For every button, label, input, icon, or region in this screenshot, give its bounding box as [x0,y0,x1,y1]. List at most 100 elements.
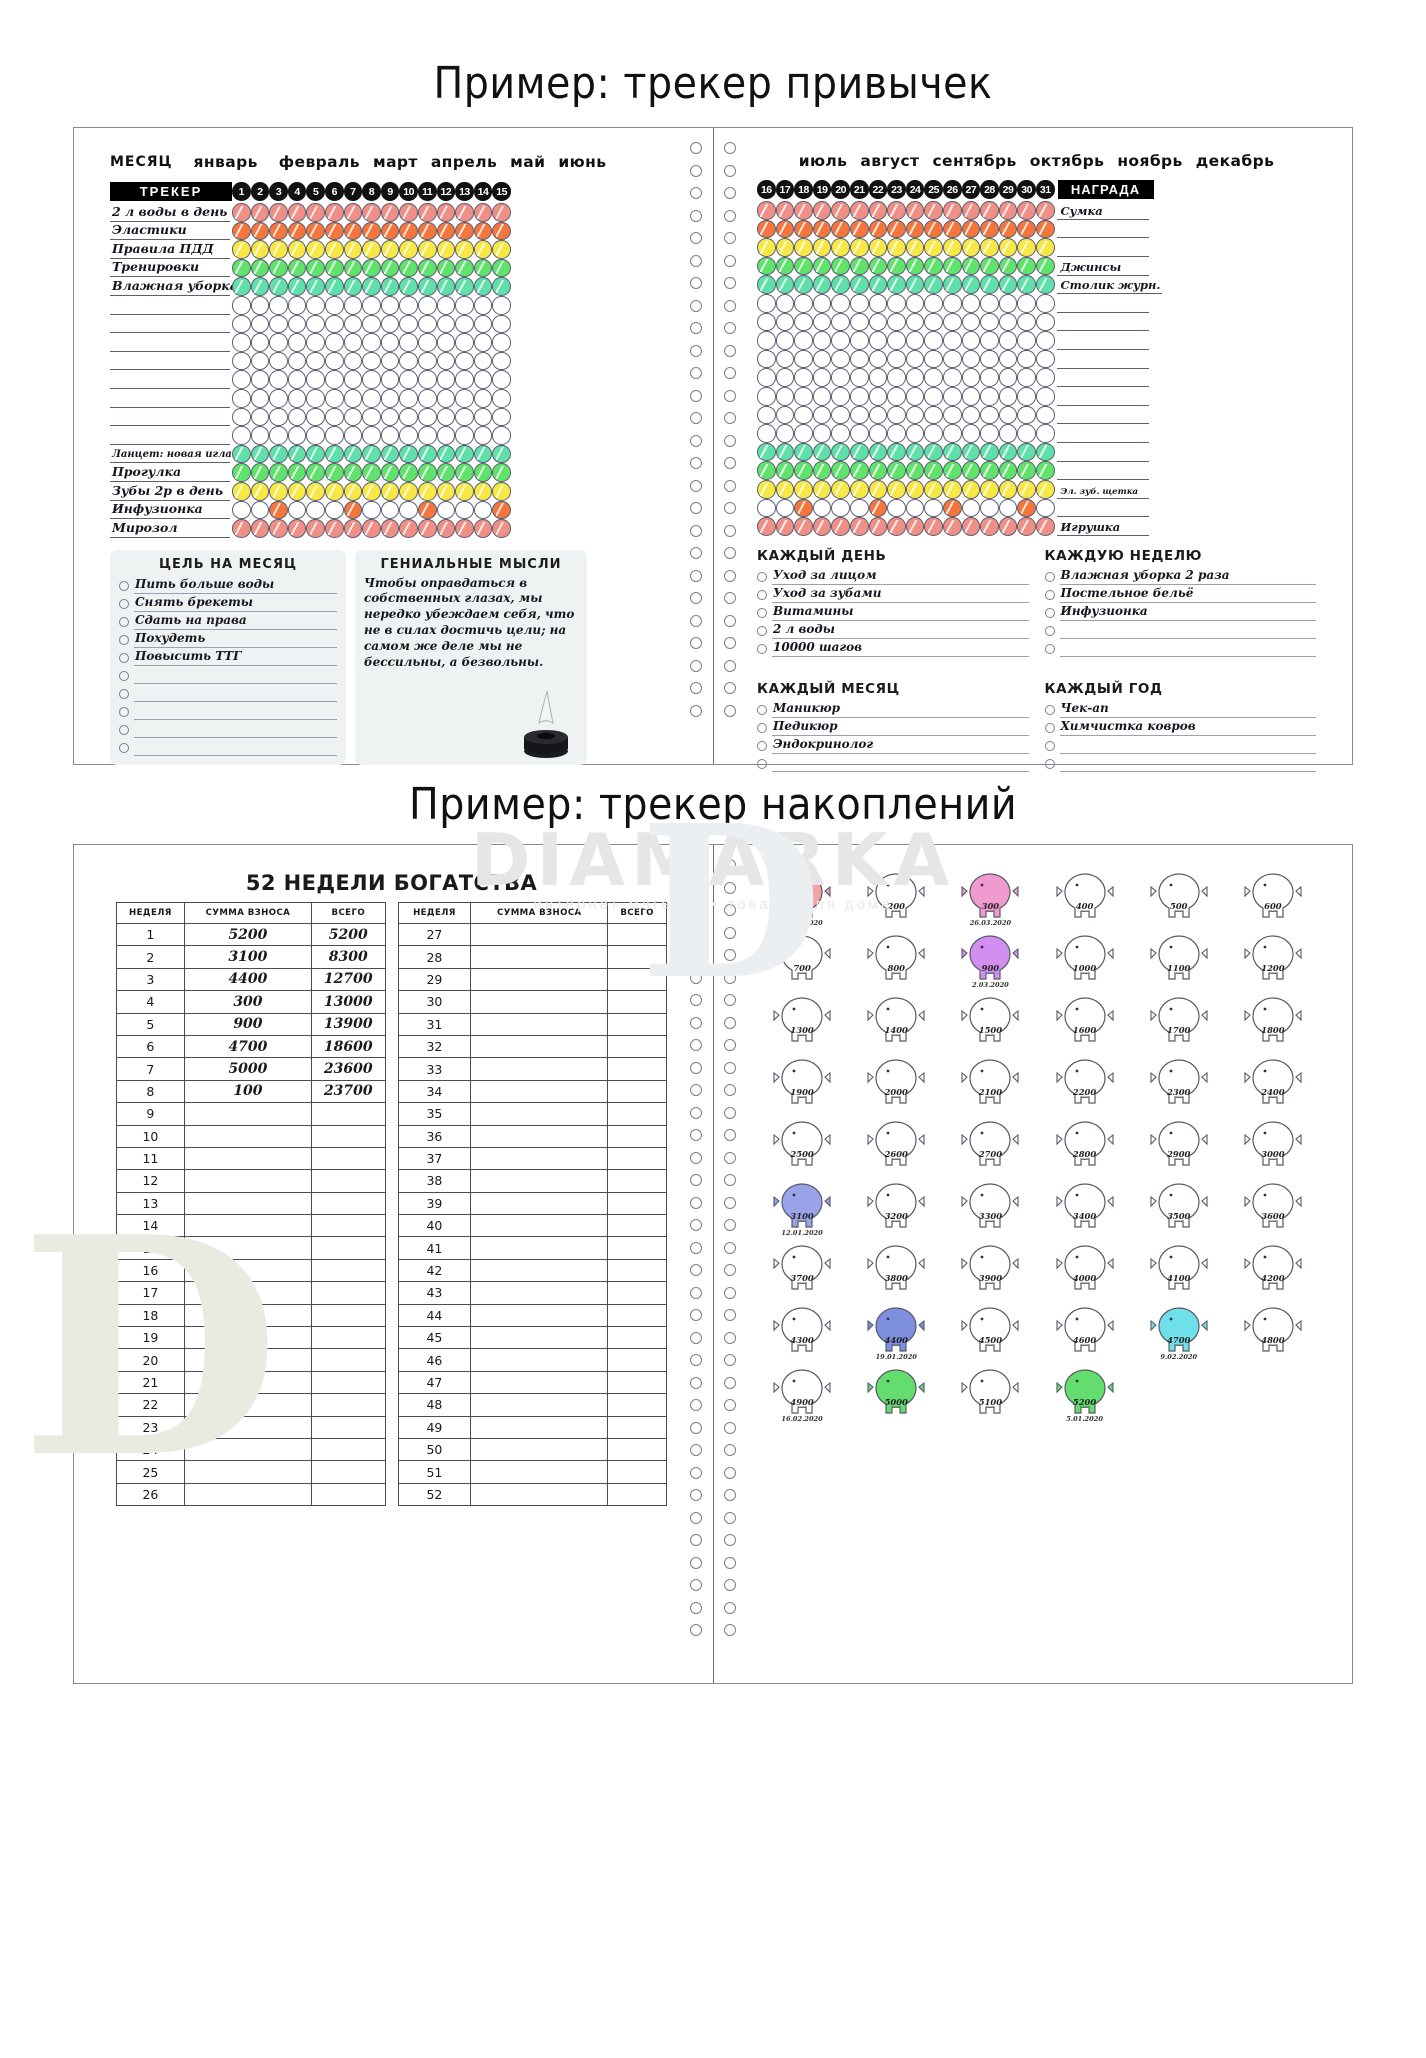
tracker-cell[interactable] [849,201,869,220]
tracker-cell[interactable] [1035,442,1055,462]
tracker-cell[interactable] [492,333,511,352]
week-total[interactable] [607,1012,667,1036]
month-октябрь[interactable]: октябрь [1029,152,1105,170]
tracker-cell[interactable] [399,519,418,538]
piggy-bank-cell[interactable]: 4600 [1039,1305,1129,1366]
tracker-cell[interactable] [942,461,962,480]
month-июнь[interactable]: июнь [558,153,607,171]
week-amount[interactable]: 900 [183,1012,313,1036]
routine-item[interactable]: Педикюр [757,718,1029,736]
tracker-cell[interactable] [961,312,981,332]
tracker-cell[interactable] [324,240,344,259]
routine-item[interactable] [1044,754,1316,772]
week-total[interactable]: 13000 [311,990,386,1014]
tracker-cell[interactable] [887,275,906,294]
monthly-goal-item[interactable]: Пить больше воды [119,576,337,594]
week-amount[interactable] [183,1460,313,1484]
tracker-cell[interactable] [757,331,776,350]
tracker-cell[interactable] [306,258,325,278]
tracker-cell[interactable] [812,349,832,369]
month-апрель[interactable]: апрель [430,153,498,171]
routine-item[interactable]: Инфузионка [1044,603,1316,621]
tracker-cell[interactable] [961,498,981,518]
tracker-cell[interactable] [492,370,511,389]
tracker-cell[interactable] [417,426,437,445]
tracker-cell[interactable] [232,295,251,315]
piggy-bank-cell[interactable]: 4700 9.02.2020 [1134,1305,1224,1366]
tracker-cell[interactable] [775,275,795,294]
piggy-bank-cell[interactable]: 200 [851,871,941,932]
tracker-cell[interactable] [961,461,981,480]
month-январь[interactable]: январь [182,150,270,174]
tracker-cell[interactable] [1035,349,1055,369]
tracker-row-label[interactable]: Мирозол [110,519,232,538]
tracker-cell[interactable] [980,312,999,332]
week-amount[interactable] [183,1214,313,1238]
week-amount[interactable] [183,1258,313,1283]
reward-field[interactable]: Сумка [1056,201,1149,220]
tracker-cell[interactable] [812,517,832,536]
tracker-cell[interactable] [849,386,869,406]
tracker-cell[interactable] [250,426,270,445]
tracker-cell[interactable] [961,405,981,425]
tracker-cell[interactable] [343,277,363,296]
tracker-cell[interactable] [250,444,270,464]
week-amount[interactable] [183,1169,313,1193]
tracker-cell[interactable] [849,238,869,257]
tracker-cell[interactable] [998,293,1018,313]
tracker-cell[interactable] [417,407,437,427]
tracker-cell[interactable] [887,201,906,220]
tracker-cell[interactable] [831,256,850,276]
tracker-cell[interactable] [380,388,400,408]
tracker-cell[interactable] [380,463,400,482]
tracker-row-label[interactable]: Эластики [110,222,232,241]
tracker-cell[interactable] [362,500,381,520]
tracker-cell[interactable] [980,461,999,480]
month-март[interactable]: март [373,153,418,171]
tracker-cell[interactable] [812,424,832,443]
tracker-cell[interactable] [232,221,251,241]
tracker-cell[interactable] [250,240,270,259]
tracker-cell[interactable] [232,370,251,389]
tracker-cell[interactable] [417,370,437,389]
tracker-cell[interactable] [269,240,288,259]
tracker-cell[interactable] [905,498,925,518]
tracker-cell[interactable] [942,312,962,332]
tracker-cell[interactable] [998,349,1018,369]
tracker-cell[interactable] [362,295,381,315]
week-total[interactable] [607,1326,667,1350]
tracker-cell[interactable] [1017,275,1036,294]
routine-item[interactable]: Уход за лицом [757,567,1029,585]
tracker-cell[interactable] [362,221,381,241]
tracker-cell[interactable] [250,481,270,501]
tracker-cell[interactable] [343,481,363,501]
checkbox-circle-icon[interactable] [119,634,129,645]
tracker-cell[interactable] [324,481,344,501]
tracker-cell[interactable] [868,256,888,276]
piggy-bank-cell[interactable]: 100 23.03.2020 [757,871,847,932]
tracker-row-label[interactable]: Правила ПДД [110,240,232,259]
week-amount[interactable] [470,945,609,969]
tracker-cell[interactable] [269,426,288,445]
tracker-cell[interactable] [269,407,288,427]
tracker-cell[interactable] [924,201,943,220]
tracker-cell[interactable] [794,479,813,499]
piggy-bank-cell[interactable]: 1600 [1039,995,1129,1056]
week-amount[interactable] [183,1393,313,1417]
tracker-cell[interactable] [775,368,795,387]
tracker-cell[interactable] [757,517,776,536]
tracker-cell[interactable] [868,405,888,425]
week-amount[interactable]: 3100 [183,945,313,969]
week-total[interactable] [607,1415,667,1439]
tracker-cell[interactable] [812,238,832,257]
tracker-cell[interactable] [942,424,962,443]
tracker-cell[interactable] [362,481,381,501]
week-amount[interactable] [183,1303,313,1328]
tracker-cell[interactable] [343,203,363,222]
tracker-cell[interactable] [232,463,251,482]
tracker-cell[interactable] [905,238,925,257]
tracker-cell[interactable] [269,221,288,241]
tracker-cell[interactable] [343,333,363,352]
tracker-cell[interactable] [887,517,906,536]
tracker-cell[interactable] [1017,349,1036,369]
